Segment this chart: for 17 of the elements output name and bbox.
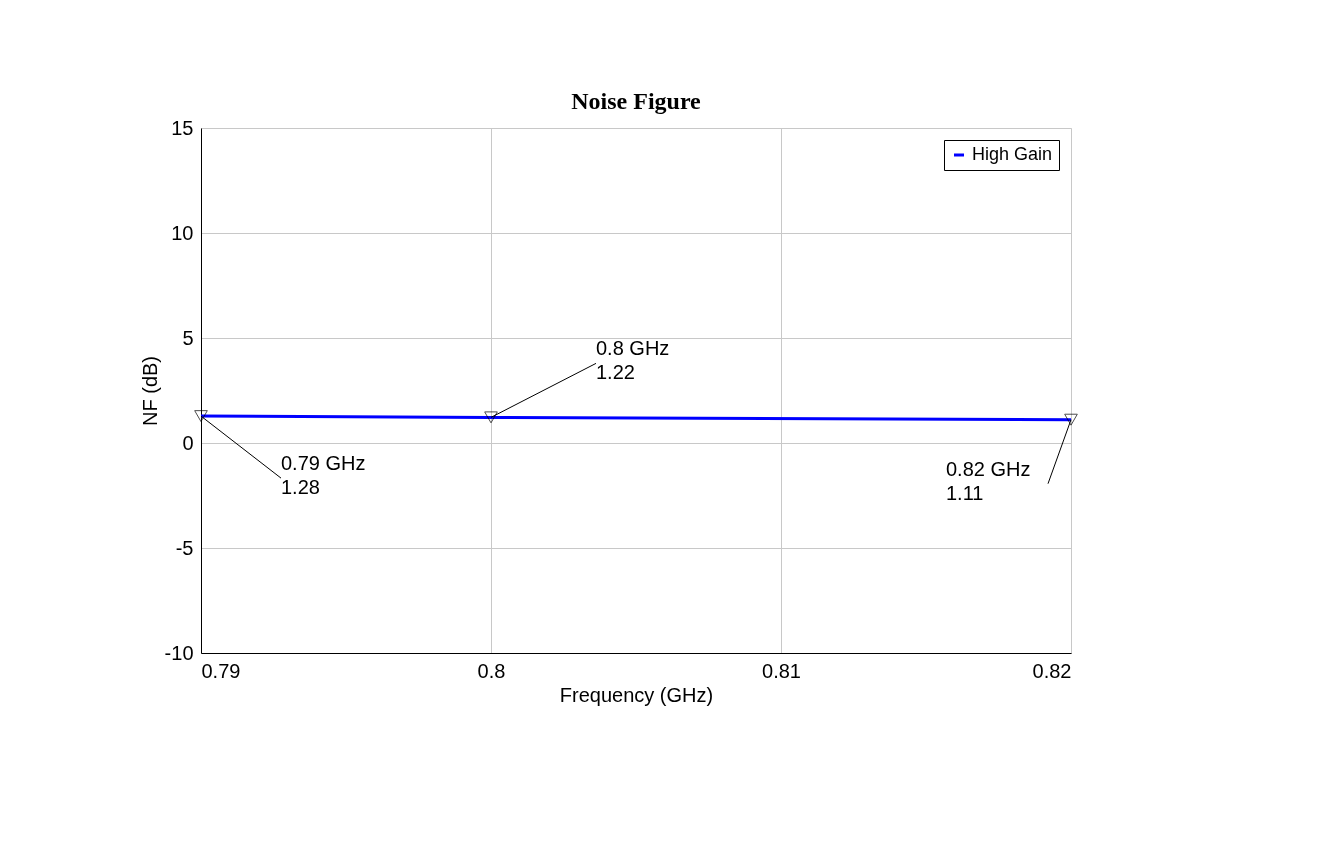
legend-label: High Gain [972, 144, 1053, 164]
y-tick-label: 5 [182, 326, 194, 349]
y-tick-label: -5 [175, 536, 194, 559]
x-tick-label: 0.79 [201, 659, 241, 682]
annotation: 0.79 GHz 1.28 [281, 452, 366, 499]
chart-title: Noise Figure [571, 88, 702, 114]
y-tick-label: 15 [171, 116, 194, 139]
y-axis-title: NF (dB) [138, 356, 161, 426]
y-tick-label: 10 [171, 221, 194, 244]
y-tick-label: 0 [182, 431, 194, 454]
y-tick-label: -10 [164, 641, 194, 664]
x-tick-label: 0.81 [762, 659, 801, 682]
annotation: 0.82 GHz 1.11 [946, 457, 1031, 504]
annotation: 0.8 GHz 1.22 [596, 337, 670, 384]
x-axis-title: Frequency (GHz) [559, 683, 714, 706]
x-tick-label: 0.8 [477, 659, 506, 682]
x-tick-label: 0.82 [1032, 659, 1072, 682]
